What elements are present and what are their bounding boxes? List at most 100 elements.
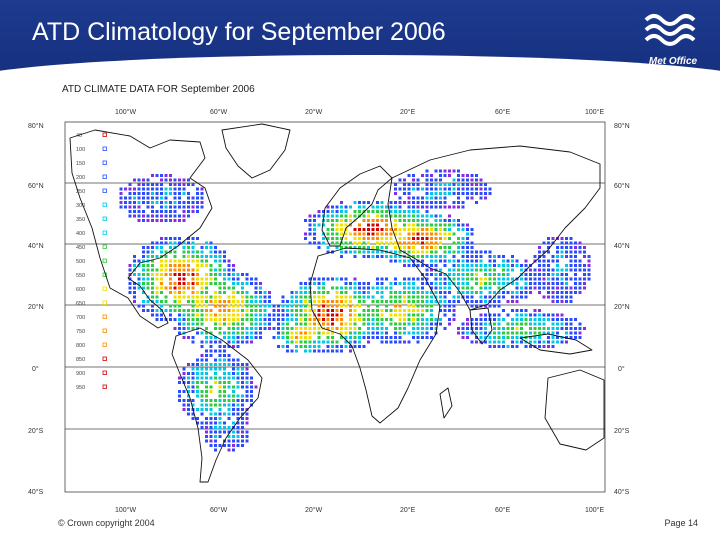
data-cell: [542, 277, 546, 281]
data-cell: [389, 232, 393, 236]
data-cell: [425, 327, 429, 330]
data-cell: [520, 264, 523, 267]
data-cell: [448, 246, 451, 249]
data-cell: [317, 345, 321, 348]
data-cell: [470, 187, 474, 191]
data-cell: [250, 309, 253, 312]
data-cell: [169, 250, 172, 254]
data-cell: [142, 219, 145, 222]
data-cell: [308, 327, 312, 330]
data-cell: [569, 259, 573, 263]
data-cell: [205, 390, 208, 393]
data-cell: [178, 381, 181, 384]
data-cell: [146, 192, 150, 195]
data-cell: [160, 174, 163, 177]
data-cell: [200, 295, 204, 299]
legend-label: 450: [76, 245, 85, 251]
data-cell: [182, 372, 186, 375]
data-cell: [295, 345, 298, 348]
data-cell: [232, 345, 235, 348]
data-cell: [484, 268, 487, 272]
data-cell: [250, 322, 253, 326]
data-cell: [385, 241, 388, 245]
data-cell: [394, 300, 397, 303]
data-cell: [155, 255, 159, 258]
legend-swatch: [102, 188, 107, 193]
data-cell: [200, 192, 204, 195]
data-cell: [421, 313, 424, 317]
data-cell: [349, 286, 352, 290]
data-cell: [214, 273, 217, 276]
data-cell: [169, 273, 172, 276]
data-cell: [569, 327, 573, 330]
data-cell: [398, 318, 402, 321]
data-cell: [263, 304, 267, 308]
data-cell: [142, 192, 145, 195]
data-cell: [362, 237, 366, 240]
legend-label: 100: [76, 147, 85, 153]
data-cell: [119, 201, 123, 204]
data-cell: [344, 250, 348, 254]
data-cell: [151, 241, 154, 245]
data-cell: [470, 331, 474, 335]
data-cell: [448, 282, 451, 285]
data-cell: [403, 210, 406, 213]
data-cell: [484, 304, 487, 308]
data-cell: [448, 228, 451, 231]
data-cell: [398, 241, 402, 245]
data-cell: [331, 322, 334, 326]
data-cell: [259, 313, 262, 317]
data-cell: [412, 201, 415, 204]
data-cell: [146, 214, 150, 218]
data-cell: [128, 205, 132, 209]
data-cell: [416, 291, 420, 294]
data-cell: [538, 255, 541, 258]
data-cell: [430, 246, 433, 249]
data-cell: [497, 255, 501, 258]
data-cell: [142, 201, 145, 204]
data-cell: [232, 318, 235, 321]
data-cell: [133, 187, 136, 191]
data-cell: [547, 241, 550, 245]
data-cell: [205, 313, 208, 317]
data-cell: [457, 331, 460, 335]
data-cell: [205, 439, 208, 443]
data-cell: [241, 336, 244, 339]
data-cell: [254, 309, 258, 312]
data-cell: [236, 426, 240, 429]
data-cell: [155, 187, 159, 191]
data-cell: [277, 309, 280, 312]
data-cell: [403, 201, 406, 204]
data-cell: [236, 336, 240, 339]
data-cell: [475, 187, 478, 191]
data-cell: [416, 277, 420, 281]
data-cell: [407, 210, 411, 213]
data-cell: [367, 282, 370, 285]
data-cell: [380, 313, 384, 317]
data-cell: [241, 408, 244, 411]
data-cell: [236, 399, 240, 402]
data-cell: [385, 286, 388, 290]
data-cell: [479, 318, 483, 321]
data-cell: [209, 426, 213, 429]
data-cell: [403, 282, 406, 285]
data-cell: [259, 322, 262, 326]
data-cell: [457, 228, 460, 231]
lat-label: 40°S: [28, 488, 44, 496]
data-cell: [317, 322, 321, 326]
data-cell: [187, 408, 190, 411]
data-cell: [380, 228, 384, 231]
north-america-coast: [69, 129, 213, 329]
data-cell: [349, 340, 352, 344]
data-cell: [385, 331, 388, 335]
data-cell: [164, 295, 168, 299]
data-cell: [218, 376, 222, 380]
data-cell: [155, 313, 159, 317]
data-cell: [236, 340, 240, 344]
data-cell: [322, 223, 325, 227]
data-cell: [547, 336, 550, 339]
data-cell: [542, 286, 546, 290]
data-cell: [466, 192, 469, 195]
data-cell: [304, 309, 307, 312]
data-cell: [434, 255, 438, 258]
